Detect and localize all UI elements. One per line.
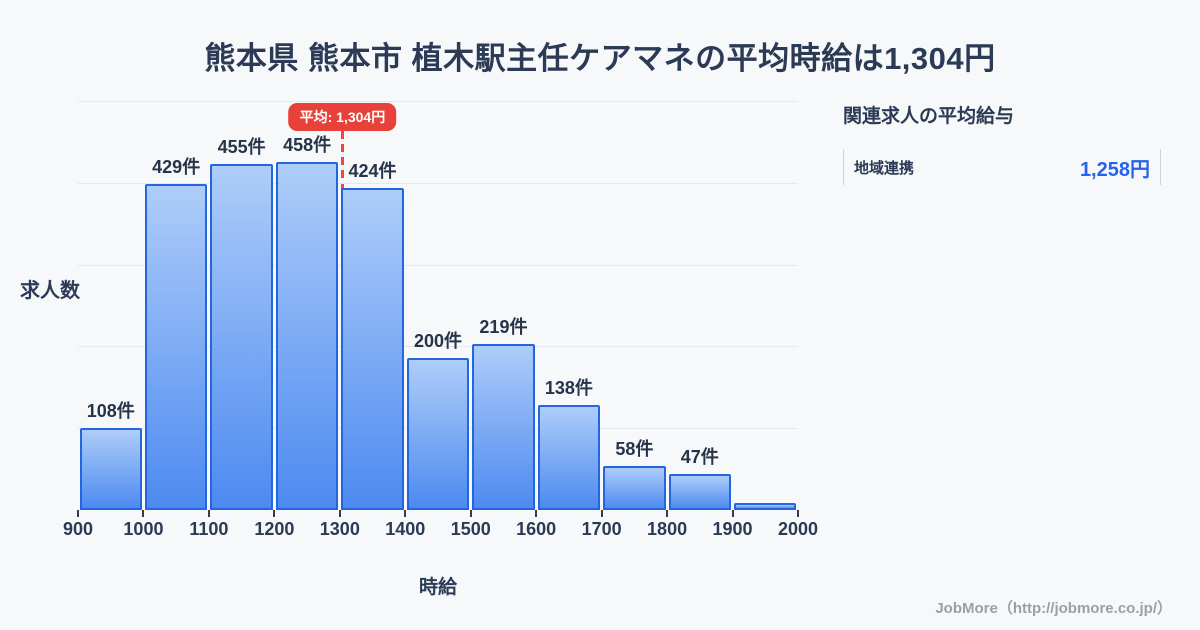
histogram-bar [406, 358, 470, 510]
x-axis-title: 時給 [418, 577, 457, 598]
gridline [78, 346, 798, 347]
wage-histogram: 平均: 1,304円 108件 429件 455件 458件 424件 200件 219件 1… [63, 101, 818, 539]
gridline [78, 183, 798, 184]
x-axis-tick [731, 510, 734, 517]
x-axis-tick [535, 510, 538, 517]
histogram-bar [144, 184, 208, 510]
related-job-row: 地域連携 1,258円 [843, 149, 1161, 185]
related-job-value: 1,258円 [1079, 158, 1150, 181]
bar-count-label: 458件 [283, 135, 332, 155]
bar-count-label: 219件 [479, 317, 528, 337]
histogram-bar [210, 164, 273, 510]
bar-count-label: 58件 [615, 439, 654, 459]
histogram-bar [537, 405, 601, 510]
x-axis-tick [404, 510, 407, 517]
x-axis-tick-label: 1600 [516, 519, 557, 539]
x-axis-tick-label: 1500 [450, 519, 491, 539]
gridline [78, 101, 798, 102]
x-axis-tick-label: 900 [62, 519, 94, 539]
histogram-bar [472, 344, 535, 510]
histogram-bar [341, 188, 404, 510]
x-axis-tick [142, 510, 145, 517]
footer-credit: JobMore（http://jobmore.co.jp/） [935, 600, 1172, 617]
x-axis-tick-label: 2000 [777, 519, 819, 539]
related-jobs-panel: 関連求人の平均給与 地域連携 1,258円 [843, 101, 1161, 185]
histogram-bar [79, 428, 142, 510]
bar-count-label: 429件 [152, 157, 201, 177]
page-title: 熊本県 熊本市 植木駅主任ケアマネの平均時給は1,304円 [204, 41, 996, 76]
x-axis-tick [666, 510, 669, 517]
x-axis-tick-label: 1300 [319, 519, 360, 539]
x-axis-tick [338, 510, 341, 517]
x-axis-tick [469, 510, 472, 517]
x-axis-tick [600, 510, 603, 517]
bar-count-label: 424件 [348, 161, 397, 181]
x-axis-tick-label: 1000 [123, 519, 164, 539]
x-axis-tick [77, 510, 79, 517]
gridline [78, 265, 798, 266]
bar-count-label: 47件 [680, 447, 719, 467]
histogram-bar [668, 474, 732, 510]
y-axis-title: 求人数 [20, 280, 80, 302]
x-axis-tick [273, 510, 276, 517]
related-jobs-heading: 関連求人の平均給与 [843, 106, 1015, 127]
bar-count-label: 455件 [217, 137, 266, 157]
x-axis-tick-label: 1900 [712, 519, 753, 539]
histogram-bar [603, 466, 666, 510]
x-axis-tick [207, 510, 210, 517]
related-job-label: 地域連携 [854, 159, 915, 177]
histogram-bar [734, 503, 797, 510]
average-badge: 平均: 1,304円 [288, 103, 397, 131]
bar-count-label: 108件 [86, 401, 135, 421]
bar-count-label: 138件 [544, 378, 593, 398]
x-axis-tick-label: 1100 [189, 519, 229, 539]
related-jobs-list: 地域連携 1,258円 [843, 149, 1161, 185]
x-axis-tick [797, 510, 799, 517]
x-axis-tick-label: 1200 [254, 519, 295, 539]
x-axis-tick-label: 1400 [385, 519, 426, 539]
histogram-bar [275, 162, 339, 510]
x-axis-tick-label: 1700 [581, 519, 622, 539]
x-axis-tick-label: 1800 [647, 519, 688, 539]
bar-count-label: 200件 [413, 331, 463, 351]
